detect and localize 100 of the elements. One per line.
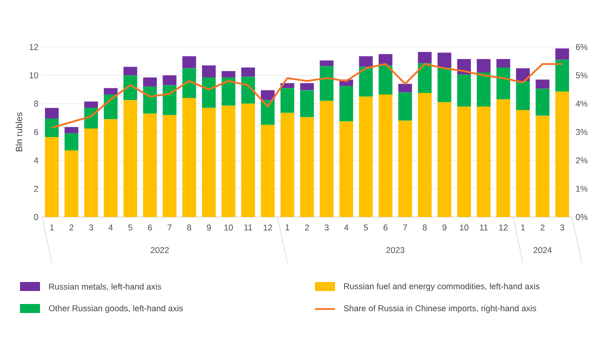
bar bbox=[104, 119, 118, 217]
y-tick-label: 12 bbox=[30, 44, 38, 50]
bar bbox=[143, 77, 157, 87]
y2-tick-label: 6% bbox=[576, 44, 588, 50]
y-tick-label: 0 bbox=[34, 214, 38, 220]
bar bbox=[339, 86, 354, 122]
legend-label: Other Russian goods, left-hand axis bbox=[48, 305, 183, 313]
bar bbox=[123, 100, 138, 217]
bar bbox=[536, 88, 550, 116]
text: 2023 bbox=[386, 247, 404, 254]
bar bbox=[496, 99, 510, 217]
bar bbox=[44, 108, 59, 119]
x-tick-label: 4 bbox=[108, 224, 113, 230]
x-tick-label: 2 bbox=[540, 224, 544, 230]
bar bbox=[64, 127, 78, 134]
x-tick-label: 12 bbox=[264, 224, 272, 230]
bar bbox=[398, 120, 412, 217]
bar bbox=[162, 85, 176, 115]
y-tick-label: 10 bbox=[30, 72, 38, 78]
y2-tick-label: 4% bbox=[576, 100, 588, 107]
bar bbox=[104, 94, 118, 120]
x-tick-label: 3 bbox=[560, 224, 564, 231]
x-tick-label: 7 bbox=[403, 224, 408, 230]
bar bbox=[378, 65, 392, 94]
bar bbox=[280, 88, 294, 113]
bar bbox=[182, 98, 196, 217]
bar bbox=[496, 68, 510, 100]
x-tick-label: 4 bbox=[344, 224, 348, 230]
bar bbox=[300, 90, 314, 118]
bar bbox=[359, 56, 373, 67]
bar bbox=[84, 128, 98, 217]
x-tick-label: 8 bbox=[187, 224, 192, 231]
x-tick-label: 10 bbox=[224, 224, 233, 231]
x-tick-label: 1 bbox=[521, 224, 525, 230]
x-tick-label: 9 bbox=[442, 224, 446, 231]
bar bbox=[555, 48, 570, 60]
x-tick-label: 6 bbox=[148, 224, 152, 231]
text: 2022 bbox=[150, 247, 169, 254]
bar bbox=[44, 118, 59, 137]
bar bbox=[476, 72, 491, 106]
bar bbox=[457, 74, 471, 106]
bar bbox=[202, 77, 216, 108]
bar bbox=[339, 121, 354, 217]
bar bbox=[398, 84, 412, 92]
text: 2024 bbox=[534, 247, 552, 254]
bar bbox=[418, 52, 432, 64]
bar bbox=[241, 68, 255, 77]
legend-label: Share of Russia in Chinese imports, right-hand axis bbox=[344, 305, 536, 313]
bar bbox=[241, 76, 255, 104]
y-tick-label: 8 bbox=[34, 100, 38, 107]
bar bbox=[300, 117, 314, 217]
x-tick-label: 5 bbox=[128, 224, 132, 230]
bar bbox=[398, 92, 412, 121]
x-tick-label: 3 bbox=[89, 224, 94, 231]
bar bbox=[516, 81, 530, 110]
x-tick-label: 6 bbox=[384, 224, 388, 231]
bar bbox=[182, 68, 196, 98]
x-tick-label: 2 bbox=[305, 224, 309, 230]
bar bbox=[202, 65, 216, 78]
bar bbox=[64, 150, 78, 217]
x-tick-label: 11 bbox=[480, 224, 488, 230]
bar bbox=[555, 92, 570, 217]
bar bbox=[143, 86, 157, 114]
bar bbox=[300, 83, 314, 90]
bar bbox=[555, 60, 570, 92]
bar bbox=[359, 66, 373, 97]
bar bbox=[280, 112, 294, 217]
x-tick-label: 10 bbox=[460, 224, 468, 231]
bar bbox=[359, 96, 373, 217]
y2-tick-label: 1% bbox=[576, 186, 588, 192]
bar bbox=[516, 68, 530, 81]
bar bbox=[438, 68, 452, 102]
bar bbox=[143, 114, 157, 217]
y2-tick-label: 3% bbox=[576, 129, 588, 135]
bar bbox=[64, 133, 78, 150]
bar bbox=[222, 77, 236, 106]
x-tick-label: 9 bbox=[206, 224, 211, 231]
y2-tick-label: 5% bbox=[576, 72, 588, 78]
bar bbox=[320, 100, 334, 217]
bar bbox=[418, 63, 432, 94]
bar bbox=[222, 106, 236, 217]
bar bbox=[104, 88, 118, 94]
bar bbox=[162, 75, 176, 86]
y2-tick-label: 0% bbox=[576, 214, 588, 220]
bar bbox=[438, 52, 452, 68]
x-tick-label: 1 bbox=[50, 224, 54, 230]
bar bbox=[516, 110, 530, 217]
x-tick-label: 5 bbox=[364, 224, 368, 230]
y-tick-label: 6 bbox=[34, 129, 38, 135]
bar bbox=[241, 104, 255, 217]
bar bbox=[320, 60, 334, 66]
bar bbox=[320, 66, 334, 101]
bar bbox=[123, 66, 138, 76]
bar bbox=[457, 106, 471, 217]
bar bbox=[378, 94, 392, 217]
bar bbox=[222, 71, 236, 78]
bar bbox=[260, 90, 275, 100]
bar bbox=[162, 115, 176, 217]
x-tick-label: 1 bbox=[286, 224, 290, 230]
bar bbox=[378, 54, 392, 66]
